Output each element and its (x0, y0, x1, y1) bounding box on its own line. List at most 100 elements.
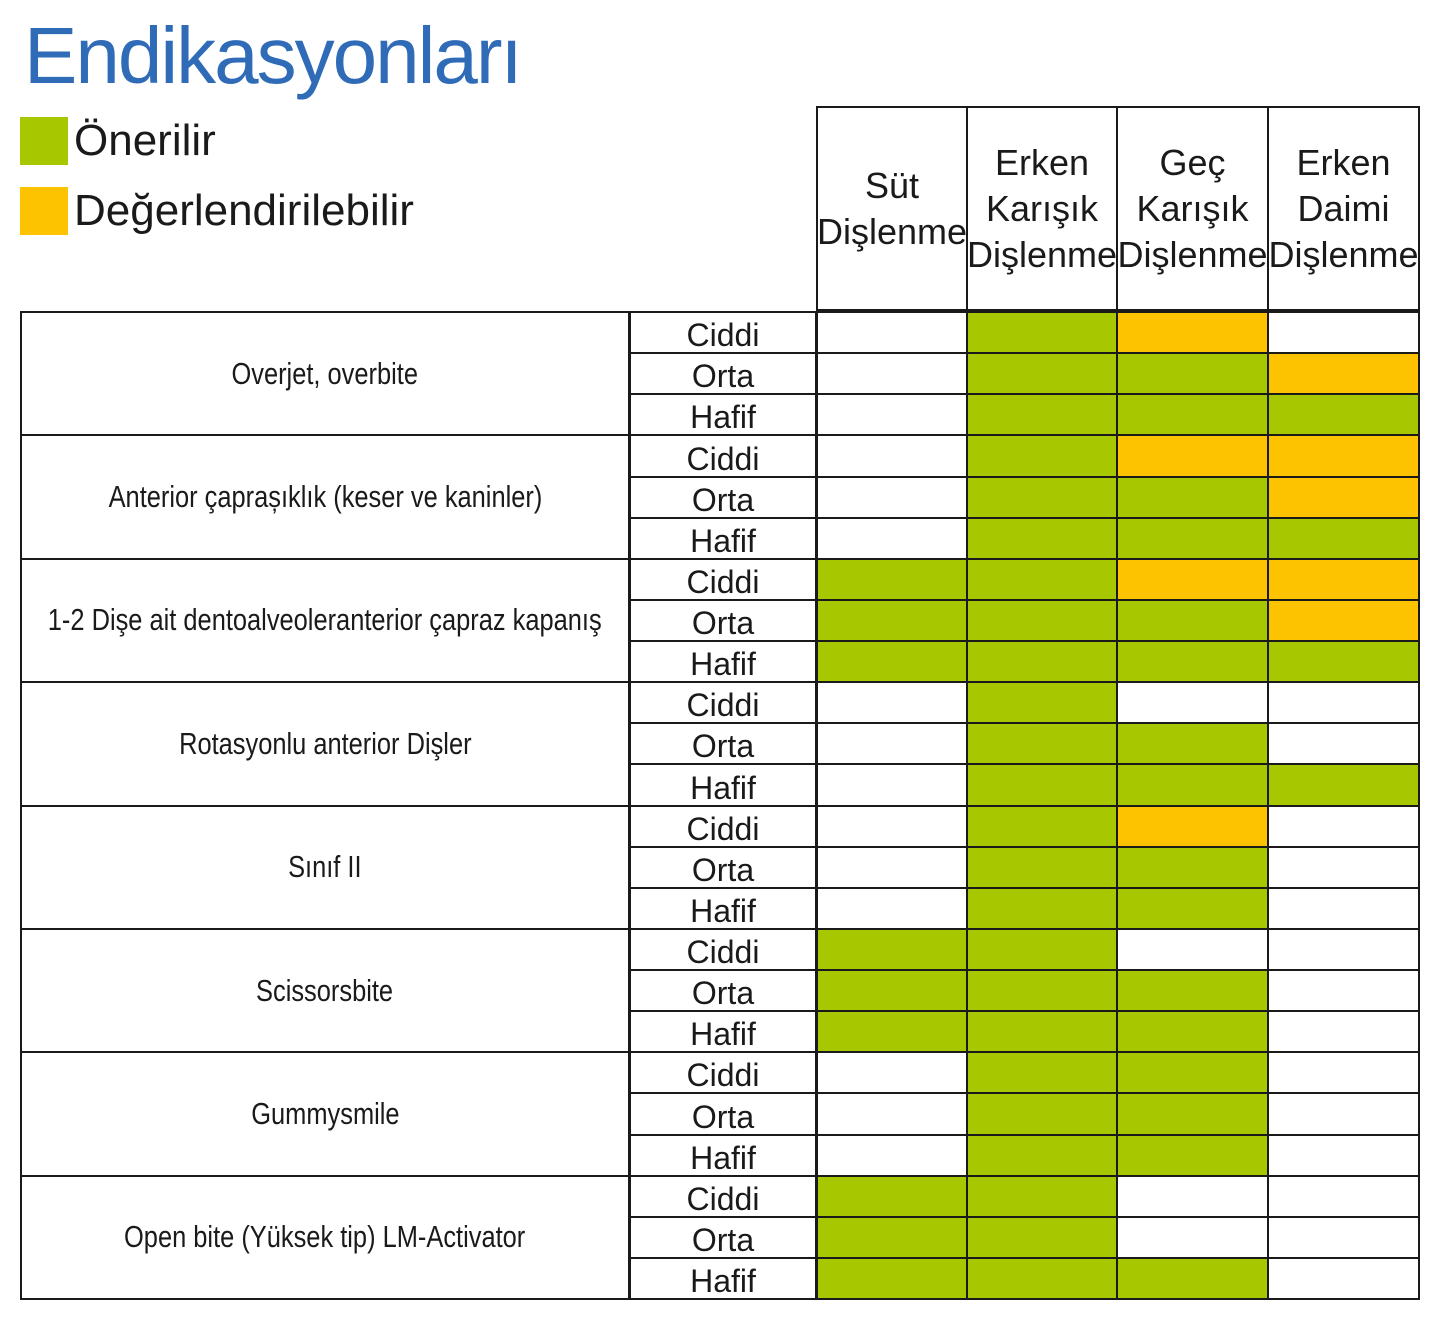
status-cell (1116, 598, 1269, 642)
status-cell (1267, 352, 1420, 396)
column-header: Erken Daimi Dişlenme (1267, 106, 1420, 311)
legend-label: Değerlendirilebilir (74, 186, 414, 235)
status-cell (966, 557, 1118, 601)
status-cell (966, 1174, 1118, 1218)
status-cell (966, 393, 1118, 437)
status-cell (1116, 352, 1269, 396)
status-cell (1267, 681, 1420, 725)
severity-label: Hafif (629, 886, 817, 930)
status-cell (1116, 1133, 1269, 1177)
severity-label: Hafif (629, 640, 817, 684)
status-cell (966, 969, 1118, 1013)
status-cell (816, 1133, 968, 1177)
severity-label: Orta (629, 1092, 817, 1136)
severity-label: Hafif (629, 516, 817, 560)
severity-label: Orta (629, 598, 817, 642)
status-cell (966, 722, 1118, 766)
status-cell (966, 516, 1118, 560)
severity-label: Ciddi (629, 311, 817, 355)
severity-label: Hafif (629, 1010, 817, 1054)
status-cell (1116, 886, 1269, 930)
severity-label: Orta (629, 352, 817, 396)
yellow-square-icon (20, 187, 68, 235)
indication-label: Gummysmile (20, 1051, 630, 1177)
severity-label: Orta (629, 969, 817, 1013)
status-cell (1267, 1256, 1420, 1300)
indication-label: Anterior çaprașıklık (keser ve kaninler) (20, 434, 630, 560)
status-cell (1116, 763, 1269, 807)
status-cell (966, 598, 1118, 642)
status-cell (1267, 475, 1420, 519)
status-cell (1116, 516, 1269, 560)
status-cell (816, 640, 968, 684)
severity-label: Ciddi (629, 557, 817, 601)
indication-label-text: 1-2 Dişe ait dentoalveoleranterior çapra… (48, 602, 602, 638)
status-cell (1267, 763, 1420, 807)
status-cell (1267, 845, 1420, 889)
status-cell (816, 1051, 968, 1095)
indication-label-text: Anterior çaprașıklık (keser ve kaninler) (108, 479, 542, 515)
status-cell (1116, 681, 1269, 725)
status-cell (1116, 557, 1269, 601)
status-cell (1267, 804, 1420, 848)
severity-label: Orta (629, 475, 817, 519)
status-cell (816, 1010, 968, 1054)
status-cell (1116, 475, 1269, 519)
status-cell (1116, 434, 1269, 478)
status-cell (1116, 311, 1269, 355)
status-cell (1267, 1215, 1420, 1259)
indication-label-text: Open bite (Yüksek tip) LM-Activator (124, 1219, 526, 1255)
severity-label: Ciddi (629, 927, 817, 971)
status-cell (966, 475, 1118, 519)
status-cell (816, 516, 968, 560)
status-cell (1267, 516, 1420, 560)
status-cell (1267, 1010, 1420, 1054)
status-cell (1267, 1092, 1420, 1136)
status-cell (816, 763, 968, 807)
status-cell (966, 886, 1118, 930)
status-cell (1116, 969, 1269, 1013)
status-cell (1267, 557, 1420, 601)
status-cell (816, 681, 968, 725)
status-cell (1116, 722, 1269, 766)
status-cell (816, 1215, 968, 1259)
status-cell (816, 311, 968, 355)
indication-label-text: Sınıf II (288, 849, 362, 885)
indication-label-text: Rotasyonlu anterior Dişler (178, 725, 472, 761)
status-cell (1267, 640, 1420, 684)
legend-item-recommended: Önerilir (20, 116, 414, 166)
severity-label: Orta (629, 722, 817, 766)
status-cell (1267, 1174, 1420, 1218)
status-cell (816, 393, 968, 437)
column-header: Geç Karışık Dişlenme (1116, 106, 1269, 311)
status-cell (1116, 927, 1269, 971)
status-cell (816, 1256, 968, 1300)
indication-label-text: Scissorsbite (256, 972, 394, 1008)
status-cell (816, 927, 968, 971)
status-cell (1267, 927, 1420, 971)
status-cell (1267, 598, 1420, 642)
status-cell (966, 763, 1118, 807)
severity-label: Orta (629, 1215, 817, 1259)
status-cell (816, 886, 968, 930)
status-cell (1116, 1256, 1269, 1300)
status-cell (1267, 969, 1420, 1013)
indication-label: 1-2 Dişe ait dentoalveoleranterior çapra… (20, 557, 630, 684)
status-cell (966, 311, 1118, 355)
indication-label: Rotasyonlu anterior Dişler (20, 681, 630, 807)
page-title: Endikasyonları (24, 11, 523, 100)
indication-label-text: Gummysmile (250, 1095, 400, 1131)
status-cell (1267, 886, 1420, 930)
status-cell (1267, 1051, 1420, 1095)
status-cell (966, 804, 1118, 848)
status-cell (966, 1092, 1118, 1136)
status-cell (816, 475, 968, 519)
status-cell (816, 557, 968, 601)
severity-label: Hafif (629, 393, 817, 437)
status-cell (966, 927, 1118, 971)
status-cell (816, 722, 968, 766)
legend-item-evaluable: Değerlendirilebilir (20, 186, 414, 236)
legend-label: Önerilir (74, 116, 216, 165)
status-cell (1267, 393, 1420, 437)
status-cell (966, 1133, 1118, 1177)
